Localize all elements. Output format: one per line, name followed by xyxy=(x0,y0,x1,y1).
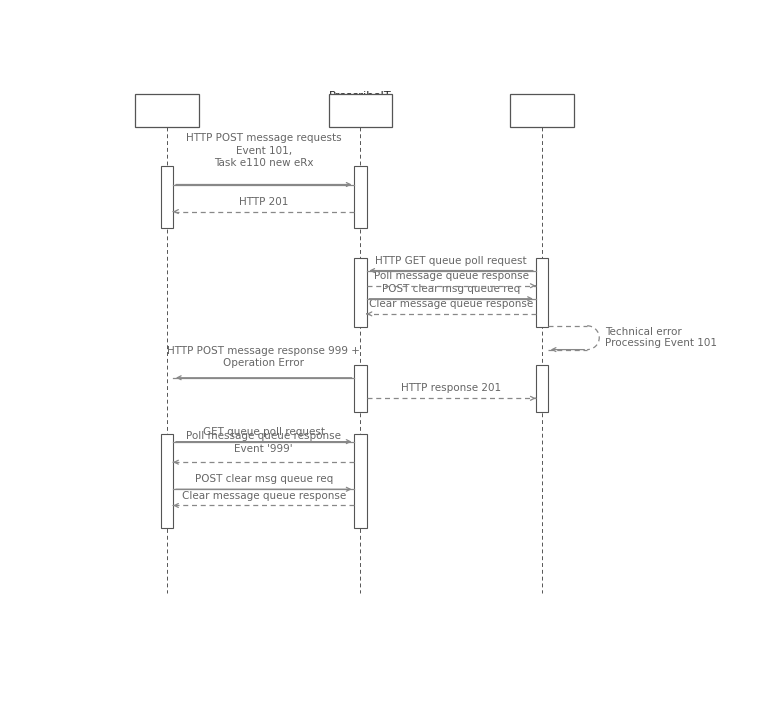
Text: SENDER: SENDER xyxy=(144,105,190,115)
Bar xyxy=(161,434,173,528)
Text: Poll message queue response: Poll message queue response xyxy=(374,271,529,281)
Text: HTTP GET queue poll request: HTTP GET queue poll request xyxy=(375,256,527,266)
Text: Poll message queue response
Event '999': Poll message queue response Event '999' xyxy=(186,431,341,453)
Text: PrescribeIT

Switch: PrescribeIT Switch xyxy=(329,91,392,129)
Bar xyxy=(510,94,573,127)
Bar xyxy=(354,166,367,228)
Text: HTTP 201: HTTP 201 xyxy=(239,197,289,207)
Text: HTTP POST message response 999 +
Operation Error: HTTP POST message response 999 + Operati… xyxy=(167,346,360,368)
Text: RECEIVER: RECEIVER xyxy=(514,105,570,115)
Bar xyxy=(354,257,367,327)
Text: POST clear msg queue req: POST clear msg queue req xyxy=(382,284,520,294)
Bar xyxy=(536,365,548,412)
Text: Clear message queue response: Clear message queue response xyxy=(369,299,534,309)
Text: POST clear msg queue req: POST clear msg queue req xyxy=(195,475,333,484)
Bar xyxy=(135,94,199,127)
Text: GET queue poll request: GET queue poll request xyxy=(203,427,324,437)
Bar xyxy=(161,166,173,228)
Bar xyxy=(354,434,367,528)
Text: Technical error
Processing Event 101: Technical error Processing Event 101 xyxy=(605,327,718,349)
Text: HTTP POST message requests
Event 101,
Task e110 new eRx: HTTP POST message requests Event 101, Ta… xyxy=(186,134,342,168)
Text: HTTP response 201: HTTP response 201 xyxy=(401,383,502,394)
Text: Clear message queue response: Clear message queue response xyxy=(182,491,346,501)
Bar xyxy=(536,257,548,327)
Bar xyxy=(328,94,392,127)
Bar xyxy=(354,365,367,412)
